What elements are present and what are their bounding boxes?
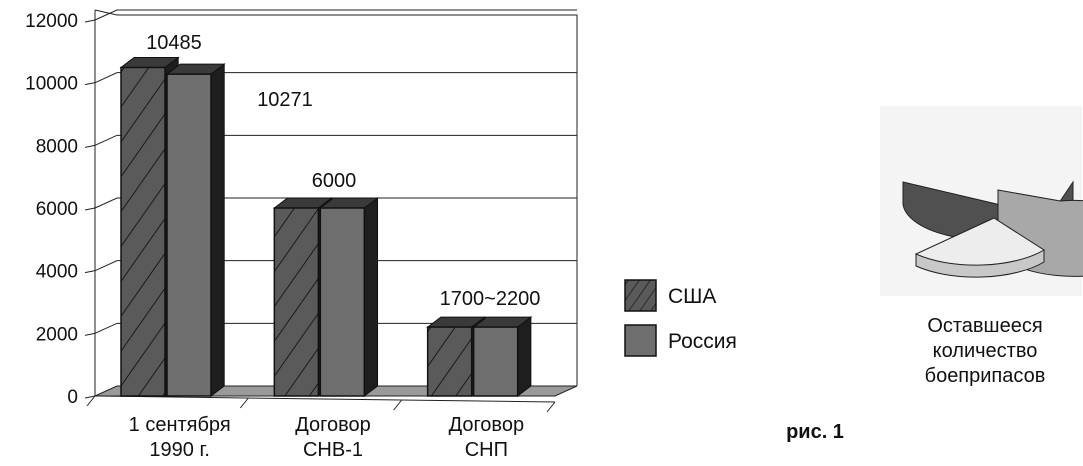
data-label: 10485 <box>146 32 202 54</box>
legend-label: США <box>668 285 716 308</box>
y-tick <box>84 207 96 211</box>
bar-russia <box>472 326 519 397</box>
x-axis <box>94 395 556 403</box>
gridline <box>94 9 577 21</box>
bar-russia <box>319 207 366 397</box>
figure-label: рис. 1 <box>786 421 844 443</box>
y-tick <box>84 144 96 148</box>
labels: 1 сентября 1990 г. Договор СНВ-1 Договор СНП 1… <box>129 32 541 461</box>
y-tick-label: 0 <box>67 387 78 408</box>
pie-caption: Оставшееся количество боеприпасов <box>924 315 1046 387</box>
back-wall <box>117 14 578 386</box>
data-label: 10271 <box>257 89 313 111</box>
pie-slice <box>914 217 1045 266</box>
legend-swatch <box>624 324 657 357</box>
legend: США Россия <box>624 279 737 357</box>
bar-russia-side <box>363 196 379 398</box>
y-tick <box>84 395 96 399</box>
legend-swatch <box>624 279 657 312</box>
data-label: 1700~2200 <box>440 288 541 310</box>
legend-label: Россия <box>668 330 737 353</box>
bar-russia <box>166 73 212 397</box>
y-tick <box>84 332 96 336</box>
data-label: 6000 <box>312 170 357 192</box>
x-tick <box>546 401 556 413</box>
x-tick <box>86 395 96 407</box>
gridline <box>94 260 577 272</box>
bar-russia-side <box>517 316 532 398</box>
x-tick-label: Договор СНВ-1 <box>295 414 371 461</box>
gridline <box>94 322 577 334</box>
gridline <box>94 197 577 209</box>
bar-usa <box>273 207 320 397</box>
bar-russia-side <box>210 63 225 398</box>
y-tick <box>84 82 96 86</box>
x-tick <box>239 397 249 409</box>
y-tick-label: 12000 <box>25 11 78 32</box>
x-tick-label: 1 сентября 1990 г. <box>129 414 231 461</box>
x-tick <box>393 399 403 411</box>
y-tick-label: 2000 <box>36 324 78 345</box>
bars <box>119 56 533 398</box>
gridline <box>94 72 577 84</box>
grid <box>94 9 577 334</box>
x-tick-label: Договор СНП <box>449 414 525 461</box>
y-tick <box>84 19 96 23</box>
y-tick-label: 4000 <box>36 262 78 283</box>
y-axis-top <box>94 9 118 16</box>
y-tick <box>84 270 96 274</box>
bar-usa <box>426 326 473 397</box>
gridline <box>94 134 577 146</box>
y-tick-label: 8000 <box>36 136 78 157</box>
bar-usa <box>120 66 166 397</box>
y-tick-label: 6000 <box>36 199 78 220</box>
y-tick-label: 10000 <box>25 74 78 95</box>
inset-pie <box>880 106 1083 296</box>
